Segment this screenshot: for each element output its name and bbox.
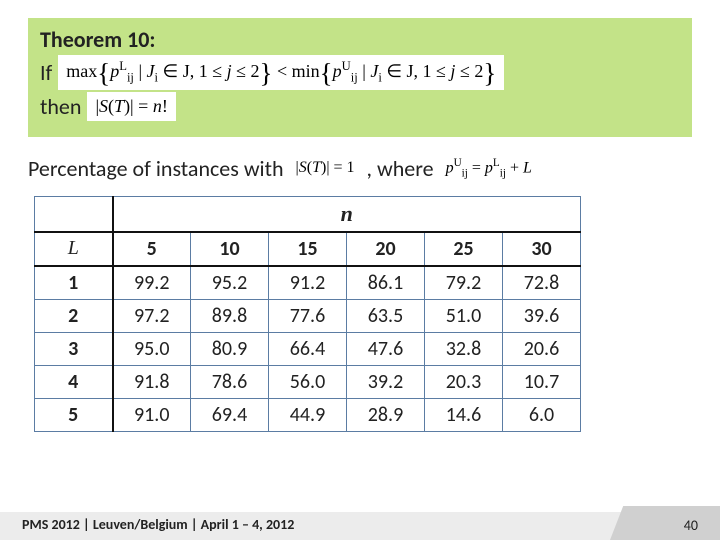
table-cell: 91.0 [113, 398, 191, 431]
table-cell: 95.2 [191, 266, 269, 300]
col-header: 10 [191, 232, 269, 266]
table-row: 1 99.2 95.2 91.2 86.1 79.2 72.8 [35, 266, 581, 300]
slide: Theorem 10: If max{pLij | Ji ∈ J, 1 ≤ j … [0, 0, 720, 540]
percentage-line: Percentage of instances with |S(T)| = 1 … [28, 155, 692, 182]
table-cell: 20.3 [425, 365, 503, 398]
table-corner-blank [35, 196, 113, 232]
pct-lead: Percentage of instances with [28, 155, 284, 182]
n-header: n [113, 196, 581, 232]
table-cell: 91.8 [113, 365, 191, 398]
row-label: 4 [35, 365, 113, 398]
table-cell: 86.1 [347, 266, 425, 300]
row-label: 5 [35, 398, 113, 431]
then-word: then [40, 93, 81, 120]
table-row: 3 95.0 80.9 66.4 47.6 32.8 20.6 [35, 332, 581, 365]
table-cell: 99.2 [113, 266, 191, 300]
table-cell: 56.0 [269, 365, 347, 398]
row-label: 1 [35, 266, 113, 300]
table-cell: 79.2 [425, 266, 503, 300]
table-cell: 78.6 [191, 365, 269, 398]
table-cell: 39.6 [503, 299, 581, 332]
page-number: 40 [684, 517, 698, 534]
table-cell: 20.6 [503, 332, 581, 365]
row-label: 2 [35, 299, 113, 332]
table-cell: 91.2 [269, 266, 347, 300]
table-header-n-row: n [35, 196, 581, 232]
table-cell: 66.4 [269, 332, 347, 365]
if-math: max{pLij | Ji ∈ J, 1 ≤ j ≤ 2} < min{pUij… [58, 55, 504, 90]
footer: PMS 2012 | Leuven/Belgium | April 1 – 4,… [0, 508, 720, 540]
table-cell: 39.2 [347, 365, 425, 398]
theorem-box: Theorem 10: If max{pLij | Ji ∈ J, 1 ≤ j … [28, 18, 692, 137]
footer-accent [610, 506, 720, 540]
table-cell: 72.8 [503, 266, 581, 300]
row-label: 3 [35, 332, 113, 365]
table-cell: 80.9 [191, 332, 269, 365]
col-header: 30 [503, 232, 581, 266]
pct-math-st: |S(T)| = 1 [290, 157, 361, 179]
pct-mid: , where [367, 155, 434, 182]
col-header: 5 [113, 232, 191, 266]
table-cell: 89.8 [191, 299, 269, 332]
table-cell: 97.2 [113, 299, 191, 332]
theorem-then-line: then |S(T)| = n! [40, 92, 680, 121]
table-cell: 63.5 [347, 299, 425, 332]
col-header: 15 [269, 232, 347, 266]
col-header: 25 [425, 232, 503, 266]
theorem-title: Theorem 10: [40, 26, 680, 53]
table-cell: 47.6 [347, 332, 425, 365]
table-body: 1 99.2 95.2 91.2 86.1 79.2 72.8 2 97.2 8… [35, 266, 581, 432]
table-row: 4 91.8 78.6 56.0 39.2 20.3 10.7 [35, 365, 581, 398]
table-row: 2 97.2 89.8 77.6 63.5 51.0 39.6 [35, 299, 581, 332]
table-cell: 10.7 [503, 365, 581, 398]
col-header: 20 [347, 232, 425, 266]
if-word: If [40, 59, 52, 86]
table-cell: 28.9 [347, 398, 425, 431]
L-header: L [35, 232, 113, 266]
table-cell: 77.6 [269, 299, 347, 332]
table-cell: 69.4 [191, 398, 269, 431]
table-cell: 14.6 [425, 398, 503, 431]
table-cell: 51.0 [425, 299, 503, 332]
footer-text: PMS 2012 | Leuven/Belgium | April 1 – 4,… [22, 516, 294, 533]
data-table-wrap: n L 5 10 15 20 25 30 1 99.2 95.2 91.2 [34, 196, 692, 432]
then-math: |S(T)| = n! [87, 92, 175, 121]
pct-math-p: pUij = pLij + L [440, 155, 538, 182]
table-columns-row: L 5 10 15 20 25 30 [35, 232, 581, 266]
table-cell: 32.8 [425, 332, 503, 365]
table-cell: 95.0 [113, 332, 191, 365]
data-table: n L 5 10 15 20 25 30 1 99.2 95.2 91.2 [34, 196, 581, 432]
table-cell: 44.9 [269, 398, 347, 431]
theorem-if-line: If max{pLij | Ji ∈ J, 1 ≤ j ≤ 2} < min{p… [40, 55, 680, 90]
table-row: 5 91.0 69.4 44.9 28.9 14.6 6.0 [35, 398, 581, 431]
table-cell: 6.0 [503, 398, 581, 431]
